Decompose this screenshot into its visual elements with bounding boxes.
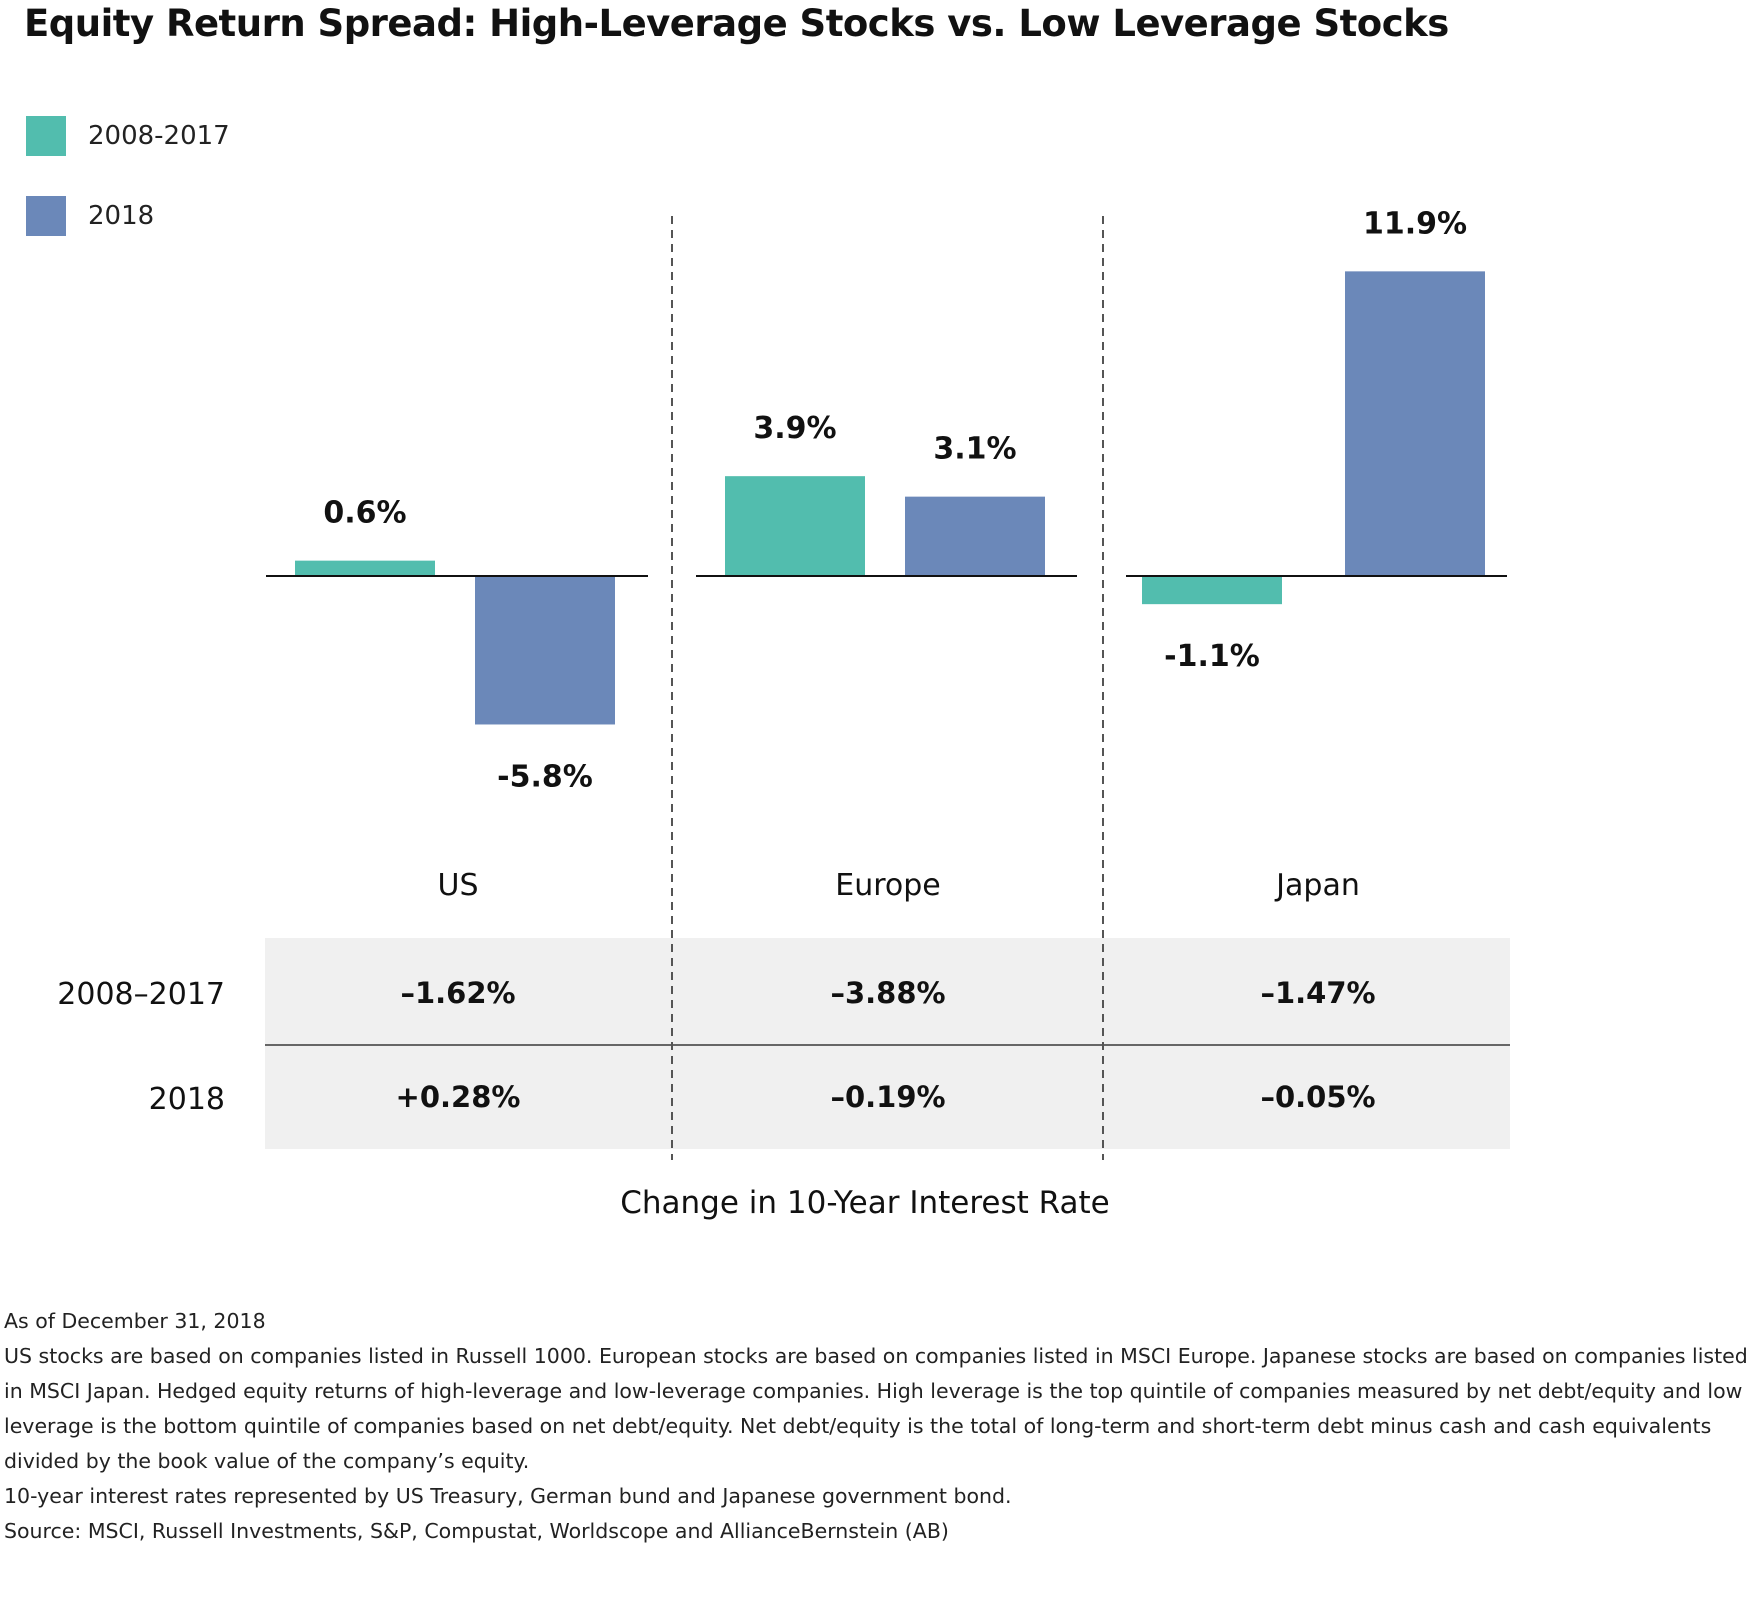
bar-japan-2008-2017 bbox=[1142, 576, 1282, 605]
bar-chart: 0.6% -5.8% 3.9% 3.1% -1.1% 11.9% bbox=[266, 206, 1507, 1160]
data-label-us-2008-2017: 0.6% bbox=[323, 496, 406, 531]
table-row-divider bbox=[265, 1044, 1510, 1046]
legend-label-2018: 2018 bbox=[88, 201, 155, 231]
chart-title: Equity Return Spread: High-Leverage Stoc… bbox=[24, 2, 1449, 45]
category-label-japan: Japan bbox=[1276, 868, 1360, 903]
footnotes: As of December 31, 2018 US stocks are ba… bbox=[4, 1304, 1756, 1549]
footnote-source: Source: MSCI, Russell Investments, S&P, … bbox=[4, 1519, 949, 1543]
bar-japan-2018 bbox=[1345, 271, 1485, 576]
data-label-europe-2008-2017: 3.9% bbox=[753, 411, 836, 446]
footnote-methodology: US stocks are based on companies listed … bbox=[4, 1344, 1748, 1473]
x-axis-label: Change in 10-Year Interest Rate bbox=[620, 1185, 1110, 1221]
data-label-us-2018: -5.8% bbox=[497, 759, 593, 794]
table-cell: +0.28% bbox=[395, 1080, 521, 1114]
table-cell: –0.05% bbox=[1260, 1080, 1376, 1114]
category-label-europe: Europe bbox=[835, 868, 941, 903]
table-band-row-1 bbox=[265, 938, 1510, 1044]
legend-swatch-2008-2017 bbox=[26, 116, 66, 156]
footnote-interest-rates: 10-year interest rates represented by US… bbox=[4, 1484, 1012, 1508]
footnote-date: As of December 31, 2018 bbox=[4, 1309, 266, 1333]
bar-us-2008-2017 bbox=[295, 560, 435, 576]
bar-europe-2018 bbox=[905, 496, 1045, 576]
data-label-japan-2018: 11.9% bbox=[1363, 206, 1467, 241]
category-label-us: US bbox=[437, 868, 479, 903]
table-row-label: 2018 bbox=[148, 1082, 225, 1117]
table-cell: –3.88% bbox=[830, 976, 946, 1010]
table-cell: –0.19% bbox=[830, 1080, 946, 1114]
bar-europe-2008-2017 bbox=[725, 476, 865, 576]
legend-label-2008-2017: 2008-2017 bbox=[88, 121, 230, 151]
data-label-europe-2018: 3.1% bbox=[933, 432, 1016, 467]
legend-item-2008-2017: 2008-2017 bbox=[26, 116, 230, 156]
data-label-japan-2008-2017: -1.1% bbox=[1164, 639, 1260, 674]
table-band-row-2 bbox=[265, 1045, 1510, 1149]
bar-us-2018 bbox=[475, 576, 615, 725]
table-cell: –1.47% bbox=[1260, 976, 1376, 1010]
table-cell: –1.62% bbox=[400, 976, 516, 1010]
legend-swatch-2018 bbox=[26, 196, 66, 236]
table-row-label: 2008–2017 bbox=[57, 977, 225, 1012]
legend-item-2018: 2018 bbox=[26, 196, 154, 236]
